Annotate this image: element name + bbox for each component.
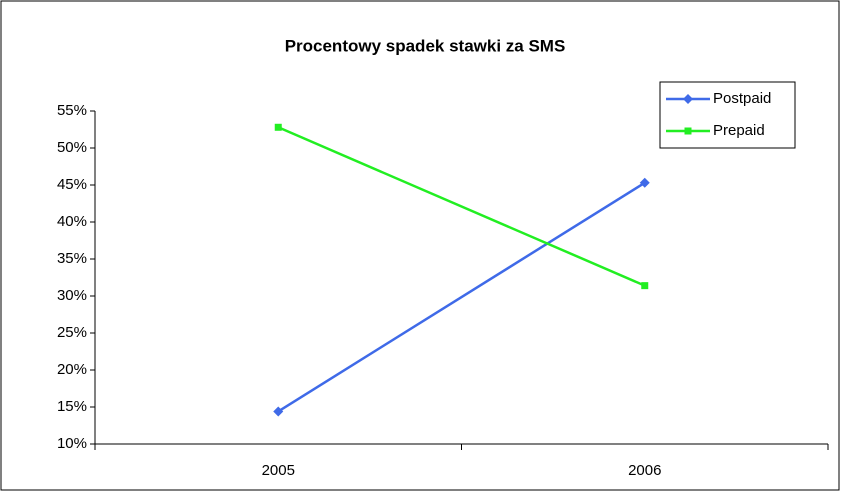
marker — [273, 406, 284, 417]
chart-title: Procentowy spadek stawki za SMS — [285, 36, 566, 55]
marker — [683, 94, 693, 104]
legend-box — [659, 81, 796, 149]
y-tick-label: 25% — [57, 324, 87, 341]
y-tick-label: 30% — [57, 287, 87, 304]
y-tick-label: 55% — [57, 102, 87, 119]
marker — [684, 127, 692, 135]
marker — [274, 123, 282, 131]
legend-label: Postpaid — [713, 90, 771, 107]
y-tick-label: 20% — [57, 361, 87, 378]
series-line — [277, 126, 646, 287]
y-tick-label: 50% — [57, 139, 87, 156]
y-tick-label: 10% — [57, 435, 87, 452]
legend-label: Prepaid — [713, 122, 765, 139]
y-tick-label: 40% — [57, 213, 87, 230]
y-tick-label: 45% — [57, 176, 87, 193]
x-tick-label: 2006 — [628, 462, 661, 479]
x-tick-label: 2005 — [262, 462, 295, 479]
y-tick-label: 35% — [57, 250, 87, 267]
marker — [639, 177, 650, 188]
series-line — [277, 181, 646, 413]
y-tick-label: 15% — [57, 398, 87, 415]
marker — [641, 282, 649, 290]
